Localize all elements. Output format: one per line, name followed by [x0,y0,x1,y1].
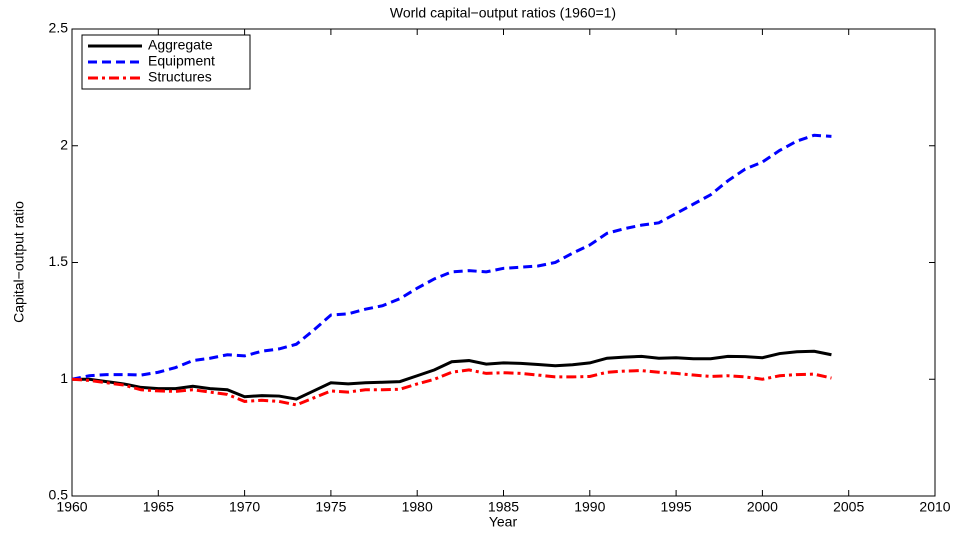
legend-label: Structures [148,69,212,85]
legend-label: Equipment [148,53,215,69]
x-tick-label: 1975 [315,499,346,515]
y-tick-label: 1 [60,370,68,386]
x-tick-label: 1985 [488,499,519,515]
x-tick-label: 1965 [143,499,174,515]
x-tick-label: 1960 [56,499,87,515]
legend-label: Aggregate [148,37,213,53]
y-tick-label: 2.5 [49,20,69,36]
x-tick-label: 1990 [574,499,605,515]
x-tick-label: 2005 [833,499,864,515]
y-tick-label: 2 [60,136,68,152]
x-tick-label: 2010 [919,499,950,515]
series-line [71,368,832,407]
plot-area [71,28,936,497]
y-tick-label: 0.5 [49,487,69,503]
chart-title: World capital−output ratios (1960=1) [390,5,616,21]
x-tick-label: 1970 [229,499,260,515]
y-tick-label: 1.5 [49,253,69,269]
x-tick-label: 1995 [661,499,692,515]
x-axis-label: Year [489,514,518,530]
x-tick-label: 1980 [402,499,433,515]
series-line [71,133,832,381]
y-axis-label: Capital−output ratio [11,201,27,323]
series-line [72,349,832,401]
x-tick-label: 2000 [747,499,778,515]
